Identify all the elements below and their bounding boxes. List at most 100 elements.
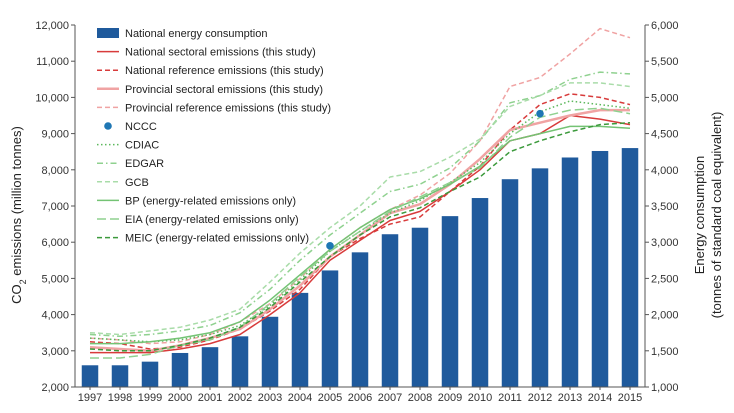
energy-bar-2002 — [231, 336, 249, 387]
right-tick-label: 4,000 — [651, 165, 679, 177]
left-tick-label: 4,000 — [41, 310, 69, 322]
right-axis-title-line1: Energy consumption — [692, 156, 707, 275]
x-tick-label: 2011 — [498, 392, 522, 404]
series-line-10 — [89, 121, 631, 352]
x-tick-label: 2004 — [288, 392, 312, 404]
energy-bar-2015 — [621, 148, 639, 387]
energy-bars — [81, 148, 639, 387]
legend-label: National energy consumption — [125, 28, 267, 40]
x-axis-ticks: 1997 1998 1999 2000 2001 2002 2003 2004 2005 2006… — [78, 387, 642, 404]
left-tick-label: 12,000 — [35, 20, 69, 32]
energy-bar-2011 — [501, 179, 519, 387]
legend-item: EIA (energy-related emissions only) — [97, 214, 299, 226]
legend-label: Provincial reference emissions (this stu… — [125, 102, 331, 114]
x-tick-label: 2002 — [228, 392, 252, 404]
energy-bar-1997 — [81, 365, 99, 387]
energy-bar-2010 — [471, 198, 489, 387]
left-tick-label: 3,000 — [41, 346, 69, 358]
series-line-7 — [89, 82, 631, 336]
legend-label: EDGAR — [125, 158, 164, 170]
x-tick-label: 2009 — [438, 392, 462, 404]
right-axis-title-line2: (tonnes of standard coal equivalent) — [709, 112, 724, 319]
legend-item: Provincial reference emissions (this stu… — [97, 102, 331, 114]
legend-swatch-marker — [104, 122, 112, 130]
energy-bar-2005 — [321, 270, 339, 387]
right-axis-ticks: 1,000 1,500 2,000 2,500 3,000 3,500 4,000 4,500… — [645, 20, 679, 394]
right-tick-label: 2,500 — [651, 273, 679, 285]
x-tick-label: 2010 — [468, 392, 492, 404]
legend-item: MEIC (energy-related emissions only) — [97, 233, 309, 245]
right-tick-label: 1,000 — [651, 382, 679, 394]
left-tick-label: 6,000 — [41, 237, 69, 249]
x-tick-label: 2014 — [588, 392, 612, 404]
legend-item: CDIAC — [97, 140, 159, 152]
nccc-markers — [326, 109, 544, 250]
x-tick-label: 2012 — [528, 392, 552, 404]
left-tick-label: 9,000 — [41, 129, 69, 141]
x-tick-label: 2015 — [618, 392, 642, 404]
legend-item: National energy consumption — [97, 28, 267, 40]
right-tick-label: 3,500 — [651, 201, 679, 213]
right-tick-label: 4,500 — [651, 129, 679, 141]
x-tick-label: 1999 — [138, 392, 162, 404]
nccc-point-2005 — [326, 242, 334, 250]
nccc-point-2012 — [536, 109, 544, 118]
right-tick-label: 1,500 — [651, 346, 679, 358]
energy-bar-2001 — [201, 347, 219, 387]
right-tick-label: 6,000 — [651, 20, 679, 32]
series-line-1 — [89, 93, 631, 350]
legend-item: National sectoral emissions (this study) — [97, 47, 316, 59]
left-tick-label: 2,000 — [41, 382, 69, 394]
legend-label: MEIC (energy-related emissions only) — [125, 233, 309, 245]
x-tick-label: 2007 — [378, 392, 402, 404]
energy-bar-1999 — [141, 361, 159, 387]
legend-label: National sectoral emissions (this study) — [125, 47, 316, 59]
x-tick-label: 2001 — [198, 392, 222, 404]
left-tick-label: 10,000 — [35, 92, 69, 104]
legend-item: NCCC — [104, 121, 157, 133]
legend-label: Provincial sectoral emissions (this stud… — [125, 84, 323, 96]
x-tick-label: 2003 — [258, 392, 282, 404]
legend-item: National reference emissions (this study… — [97, 65, 324, 77]
energy-bar-2004 — [291, 292, 309, 387]
right-tick-label: 3,000 — [651, 237, 679, 249]
x-tick-label: 2005 — [318, 392, 342, 404]
legend-item: EDGAR — [97, 158, 164, 170]
energy-bar-2000 — [171, 352, 189, 387]
legend-label: EIA (energy-related emissions only) — [125, 214, 299, 226]
energy-bar-2009 — [441, 216, 459, 387]
legend-label: GCB — [125, 177, 149, 189]
energy-bar-2012 — [531, 168, 549, 387]
legend-label: CDIAC — [125, 140, 159, 152]
legend-item: BP (energy-related emissions only) — [97, 195, 296, 207]
left-tick-label: 8,000 — [41, 165, 69, 177]
energy-bar-2008 — [411, 227, 429, 387]
legend-label: BP (energy-related emissions only) — [125, 195, 296, 207]
x-tick-label: 1997 — [78, 392, 102, 404]
energy-bar-1998 — [111, 365, 129, 387]
energy-bar-2013 — [561, 157, 579, 387]
x-tick-label: 2006 — [348, 392, 372, 404]
energy-bar-2014 — [591, 150, 609, 387]
right-tick-label: 5,500 — [651, 56, 679, 68]
left-tick-label: 11,000 — [36, 56, 69, 68]
x-tick-label: 2008 — [408, 392, 432, 404]
left-tick-label: 5,000 — [41, 273, 69, 285]
right-tick-label: 5,000 — [651, 92, 679, 104]
energy-bar-2003 — [261, 316, 279, 387]
series-line-8 — [90, 125, 631, 345]
left-axis-ticks: 2,000 3,000 4,000 5,000 6,000 7,000 8,000 9,000… — [35, 20, 75, 394]
x-tick-label: 2013 — [558, 392, 582, 404]
legend-swatch-bar — [97, 28, 119, 38]
legend-item: Provincial sectoral emissions (this stud… — [97, 84, 323, 96]
left-tick-label: 7,000 — [41, 201, 69, 213]
x-tick-label: 1998 — [108, 392, 132, 404]
legend-label: NCCC — [125, 121, 157, 133]
series-line-5 — [89, 100, 631, 343]
legend-label: National reference emissions (this study… — [125, 65, 324, 77]
energy-bar-2007 — [381, 234, 399, 387]
legend: National energy consumption National sect… — [97, 28, 331, 245]
energy-bar-2006 — [351, 252, 369, 387]
left-axis-title: CO2 emissions (million tonnes) — [9, 126, 28, 304]
right-tick-label: 2,000 — [651, 310, 679, 322]
